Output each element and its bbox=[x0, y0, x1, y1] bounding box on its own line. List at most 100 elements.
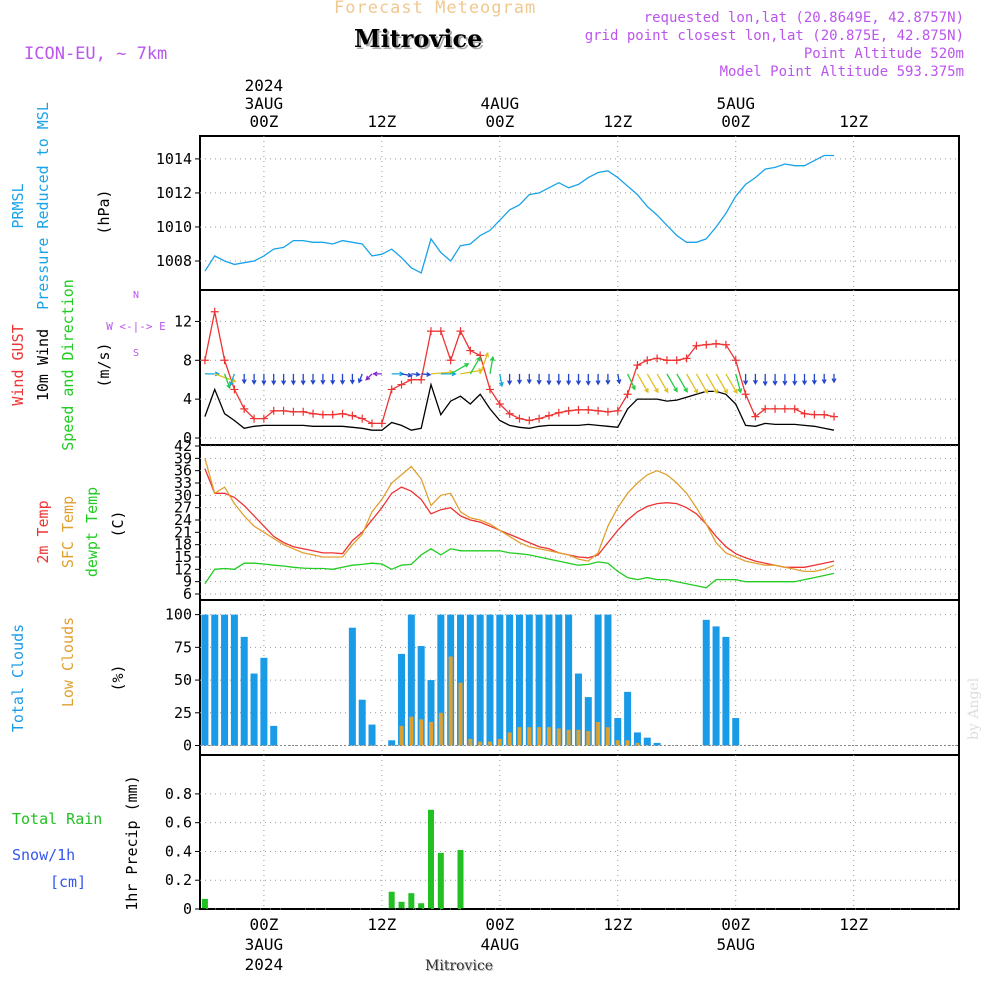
y-tick-label-clouds: 25 bbox=[174, 704, 192, 722]
wind-arrow bbox=[330, 373, 336, 386]
total_clouds-bar bbox=[732, 718, 740, 746]
gust-marker bbox=[427, 327, 436, 336]
y-tick-label-precip: 0.2 bbox=[165, 871, 192, 889]
wind-arrow bbox=[725, 373, 738, 395]
gust-marker bbox=[348, 411, 357, 420]
low_clouds-bar bbox=[487, 741, 492, 746]
wind-arrow bbox=[372, 371, 382, 377]
wind-arrow bbox=[743, 373, 749, 386]
y-tick-label-temperature: 24 bbox=[174, 511, 192, 529]
low_clouds-bar bbox=[438, 712, 443, 746]
bottom-time-label: 00Z bbox=[721, 915, 750, 934]
wind-arrow bbox=[605, 373, 611, 386]
rain-bar bbox=[408, 893, 415, 909]
wind-arrow bbox=[831, 373, 837, 384]
gust-marker bbox=[544, 411, 553, 420]
panel-frame-temperature bbox=[199, 444, 960, 601]
gust-line bbox=[204, 311, 835, 425]
y-tick-label-temperature: 33 bbox=[174, 474, 192, 492]
gust-marker bbox=[613, 406, 622, 415]
rain-bar bbox=[398, 901, 405, 909]
bottom-time-label: 12Z bbox=[603, 915, 632, 934]
total_clouds-bar bbox=[437, 614, 445, 746]
wind-arrow bbox=[391, 371, 405, 377]
wind-arrow bbox=[320, 373, 326, 386]
rain-bar bbox=[428, 809, 435, 909]
total_clouds-bar bbox=[427, 680, 435, 746]
gust-marker bbox=[328, 410, 337, 419]
wind-arrow bbox=[489, 355, 495, 375]
total_clouds-bar bbox=[574, 673, 582, 746]
gust-marker bbox=[623, 390, 632, 399]
rain-bar bbox=[457, 850, 464, 909]
wind-arrow bbox=[310, 373, 316, 386]
y-tick-label-clouds: 50 bbox=[174, 671, 192, 689]
y-tick-label-wind: 4 bbox=[183, 390, 192, 408]
low_clouds-bar bbox=[527, 727, 532, 746]
y-tick-label-temperature: 27 bbox=[174, 499, 192, 517]
pressure-axis-label: (hPa) bbox=[95, 189, 113, 234]
y-tick-label-precip: 0 bbox=[183, 900, 192, 918]
wind-arrow bbox=[228, 373, 236, 387]
wind-arrow bbox=[340, 373, 346, 386]
rain-bar bbox=[437, 852, 444, 909]
gust-marker bbox=[535, 414, 544, 423]
gust-marker bbox=[279, 406, 288, 415]
gust-marker bbox=[466, 346, 475, 355]
total_clouds-bar bbox=[624, 691, 632, 746]
wind-arrow bbox=[300, 373, 306, 386]
y-tick-label-pressure: 1010 bbox=[156, 218, 192, 236]
wind-arrow bbox=[782, 373, 788, 386]
y-tick-label-temperature: 30 bbox=[174, 486, 192, 504]
gust-marker bbox=[751, 412, 760, 421]
rain-bar bbox=[388, 891, 395, 909]
y-tick-label-temperature: 21 bbox=[174, 523, 192, 541]
precip-label-snow: Snow/1h bbox=[12, 846, 75, 864]
wind-arrow bbox=[802, 373, 808, 386]
bottom-time-label: 3AUG bbox=[245, 935, 284, 954]
low_clouds-bar bbox=[448, 656, 453, 746]
wind-arrow bbox=[666, 373, 678, 393]
low_clouds-bar bbox=[468, 738, 473, 746]
y-tick-label-temperature: 9 bbox=[183, 573, 192, 591]
total_clouds-bar bbox=[545, 614, 553, 746]
total_clouds-bar bbox=[614, 718, 622, 746]
gust-marker bbox=[672, 356, 681, 365]
grid-point: grid point closest lon,lat (20.875E, 42.… bbox=[584, 28, 964, 44]
gust-marker bbox=[525, 416, 534, 425]
wind-arrow bbox=[271, 373, 277, 386]
gust-marker bbox=[633, 361, 642, 370]
wind-arrow bbox=[735, 373, 743, 394]
wind-arrow bbox=[241, 373, 247, 385]
pressure-axis-label: PRMSL bbox=[9, 183, 27, 228]
bottom-time-label: 5AUG bbox=[716, 935, 755, 954]
wind-arrow bbox=[469, 356, 481, 375]
total_clouds-bar bbox=[358, 699, 366, 746]
total_clouds-bar bbox=[398, 653, 406, 746]
wind-arrow bbox=[627, 373, 636, 391]
wind-arrow bbox=[595, 373, 601, 386]
total_clouds-bar bbox=[506, 614, 514, 746]
gust-marker bbox=[741, 390, 750, 399]
low_clouds-bar bbox=[605, 727, 610, 746]
gust-marker bbox=[780, 404, 789, 413]
wind-arrow bbox=[772, 373, 778, 386]
rain-bar bbox=[418, 903, 425, 909]
total_clouds-bar bbox=[456, 614, 464, 746]
wind-arrow bbox=[752, 373, 758, 386]
wind-arrow bbox=[251, 373, 257, 386]
temperature-axis-label: 2m Temp bbox=[34, 500, 52, 563]
gust-marker bbox=[250, 414, 259, 423]
gust-marker bbox=[830, 412, 839, 421]
low_clouds-bar bbox=[615, 740, 620, 746]
low_clouds-bar bbox=[556, 728, 561, 746]
wind-arrow bbox=[450, 363, 470, 375]
wind-arrow bbox=[507, 373, 513, 386]
y-tick-label-wind: 12 bbox=[174, 312, 192, 330]
total_clouds-bar bbox=[525, 614, 533, 746]
total_clouds-bar bbox=[260, 657, 268, 746]
top-time-label: 00Z bbox=[485, 112, 514, 131]
y-tick-label-precip: 0.6 bbox=[165, 814, 192, 832]
point-altitude: Point Altitude 520m bbox=[803, 46, 964, 62]
